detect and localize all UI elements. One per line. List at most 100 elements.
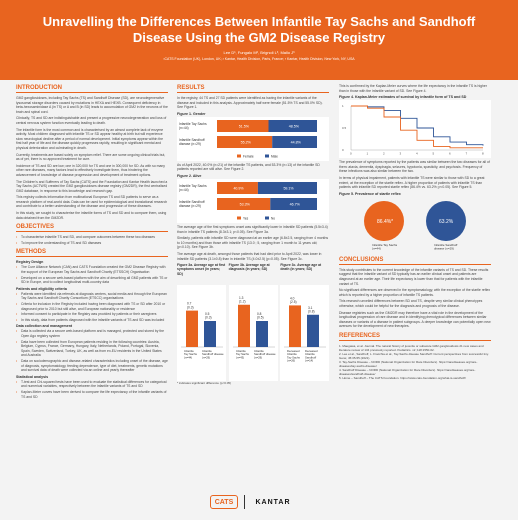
fig3-row: Figure 3a. Average age at first symptoms… (177, 263, 330, 382)
tick-label: 7 (466, 152, 468, 156)
list-item: To improve the understanding of TS and S… (16, 241, 168, 246)
legend-swatch (265, 154, 269, 158)
km-line (351, 105, 484, 146)
fig5-svg: 86.4%* Infantile Tay Sachs (n=44) 63.2% Infa… (339, 196, 491, 253)
methods-heading: METHODS (16, 248, 168, 258)
bar-segment (257, 181, 317, 194)
tick-label: Infantile Sandhoff disease (n=29) (202, 349, 224, 359)
list-item: Data is collected via a secure web-based… (16, 329, 168, 338)
prevalence-p2: In terms of physical impairment, patient… (339, 175, 485, 190)
conclusions-heading: CONCLUSIONS (339, 256, 491, 265)
results-intro: In the registry, 44 TS and 27 SD patient… (177, 96, 323, 110)
legend-label: No (271, 216, 275, 220)
paragraph: This registry collects information from … (16, 195, 168, 209)
legend-swatch (265, 216, 269, 220)
data-label: 4.0 (2.5) (290, 297, 297, 305)
fig3b: Figure 3b. Average age at diagnosis (in … (228, 263, 278, 382)
results-p4: Similarly, patients with infantile SD we… (177, 236, 329, 250)
intro-heading: INTRODUCTION (16, 84, 168, 93)
chart-bg (339, 100, 491, 159)
data-label: 48.5% (289, 124, 300, 128)
tick-label: 3 (400, 152, 402, 156)
list-item: Kaplan-Meier curves have been derived to… (16, 390, 168, 399)
legend-label: Female (243, 154, 254, 158)
list-item: To characterise infantile TS and SD, and… (16, 235, 168, 240)
poster-title: Unravelling the Differences Between Infa… (42, 14, 476, 45)
tick-label: Deceased Infantile Sandhoff (n=14) (305, 349, 318, 363)
tick-label: 8 (482, 152, 484, 156)
bar-segment (268, 119, 317, 132)
tick-label: 1 (367, 152, 369, 156)
stats-title: Statistical analysis (16, 374, 49, 379)
data-collection-list: Data is collected via a secure web-based… (16, 329, 168, 372)
fig2-title: Figure 2. Alive (177, 173, 202, 178)
chart-bg (177, 285, 226, 382)
paragraph: No significant differences are observed … (339, 288, 491, 297)
fig5-chart: 86.4%* Infantile Tay Sachs (n=44) 63.2% Infa… (339, 196, 491, 253)
tick-label: Infantile Sandhoff disease (n=29) (254, 349, 276, 359)
list-item: Criteria for inclusion in the Registry i… (16, 302, 168, 311)
chart-bg (228, 285, 278, 382)
km-intro: This is confirmed by the Kaplan-Meier cu… (339, 84, 487, 93)
tick-label: 5 (433, 152, 435, 156)
km-line (351, 105, 483, 149)
references-list: 1. Maegawa, et al. Journal. The natural … (339, 344, 491, 380)
data-label: 53.3% (240, 202, 251, 206)
chart-bg (339, 196, 491, 253)
bar-segment (217, 197, 271, 210)
bar-category-label: Infantile Sandhoff disease (n=29) (179, 138, 205, 146)
results-p2: As of April 2022, 40.0% (n=21) of the in… (177, 162, 320, 172)
authors: Lee D¹, Fungalo M², Brignoli L³, Mallo J… (223, 50, 295, 55)
fig3-note: * indicates significant difference (p<0.… (177, 381, 232, 386)
bar (289, 305, 302, 348)
tick-label: Deceased Infantile Tay Sachs (n=26) (287, 349, 301, 363)
legend-swatch (237, 154, 241, 158)
list-item: Data have been collected from European p… (16, 340, 168, 358)
data-collection-title: Data collection and management (16, 324, 73, 329)
list-item: 3. Tay-Sachs Disease – NORD (National Or… (339, 359, 478, 368)
fig3c-svg: 4.0 (2.5) Deceased Infantile Tay Sachs (n=26)… (280, 285, 330, 382)
fig1-svg: Infantile Tay Sachs (n=44) 51.5% 48.5% Infan… (177, 116, 329, 161)
data-label: 63.2% (439, 219, 454, 225)
paragraph: The Children’s and Sufferers of Tay Sach… (16, 179, 168, 193)
fig3b-title: Figure 3b. Average age at diagnosis (in … (228, 263, 270, 272)
data-label: 51.5% (239, 124, 250, 128)
paragraph: GM2 gangliosidoses, including Tay Sachs … (16, 96, 168, 114)
fig2-svg: Infantile Tay Sachs (n=44) 40.9% 59.1% Infan… (177, 178, 329, 223)
prevalence-p1: The prevalence of symptoms reported by t… (339, 160, 490, 174)
category-label: Infantile Sandhoff disease (n=29) (434, 243, 457, 250)
list-item: 5. Home – Sandhoff – The CATS Foundation… (339, 375, 466, 380)
bar-category-label: Infantile Tay Sachs (n=44) (179, 122, 207, 130)
tick-label: 4 (416, 152, 418, 156)
data-label: 44.8% (291, 140, 302, 144)
chart-bg (280, 285, 330, 382)
fig2-chart: Infantile Tay Sachs (n=44) 40.9% 59.1% Infan… (177, 178, 329, 223)
bar (204, 321, 216, 348)
list-item: The Cure Alliance Network (CAN) and CATS… (16, 265, 168, 274)
tick-label: 2 (383, 152, 385, 156)
registry-design-title: Registry Design (16, 260, 44, 265)
registry-list: The Cure Alliance Network (CAN) and CATS… (16, 265, 168, 284)
tick-label: 0.5 (342, 126, 347, 130)
tick-label: Infantile Tay Sachs (n=43) (236, 349, 250, 359)
tick-label: 6 (449, 152, 451, 156)
data-label: 86.4%* (377, 219, 393, 225)
paragraph: Currently, treatments are based solely o… (16, 152, 166, 162)
objectives-list: To characterise infantile TS and SD, and… (16, 235, 168, 245)
data-label: 59.1% (283, 186, 294, 190)
list-item: 2. Lee et al., Sandhoff, L. Fracchia et … (339, 351, 489, 360)
logo-divider (244, 495, 245, 509)
cats-logo: CATS (210, 495, 238, 509)
bar (307, 314, 320, 348)
references-heading: REFERENCES (339, 332, 491, 341)
tick-label: 1 (342, 104, 344, 108)
legend-swatch (237, 216, 241, 220)
paragraph: In this study, we sought to characterise… (16, 211, 167, 220)
conclusions-body: This study contributes to the current kn… (339, 268, 491, 329)
bar-category-label: Infantile Tay Sachs (n=44) (179, 184, 207, 192)
fig5-title: Figure 5. Prevalence of startle reflex (339, 191, 401, 196)
list-item: Patients were identified via referrals a… (16, 292, 168, 301)
column-right: This is confirmed by the Kaplan-Meier cu… (339, 84, 491, 380)
pie-slice (364, 200, 404, 241)
